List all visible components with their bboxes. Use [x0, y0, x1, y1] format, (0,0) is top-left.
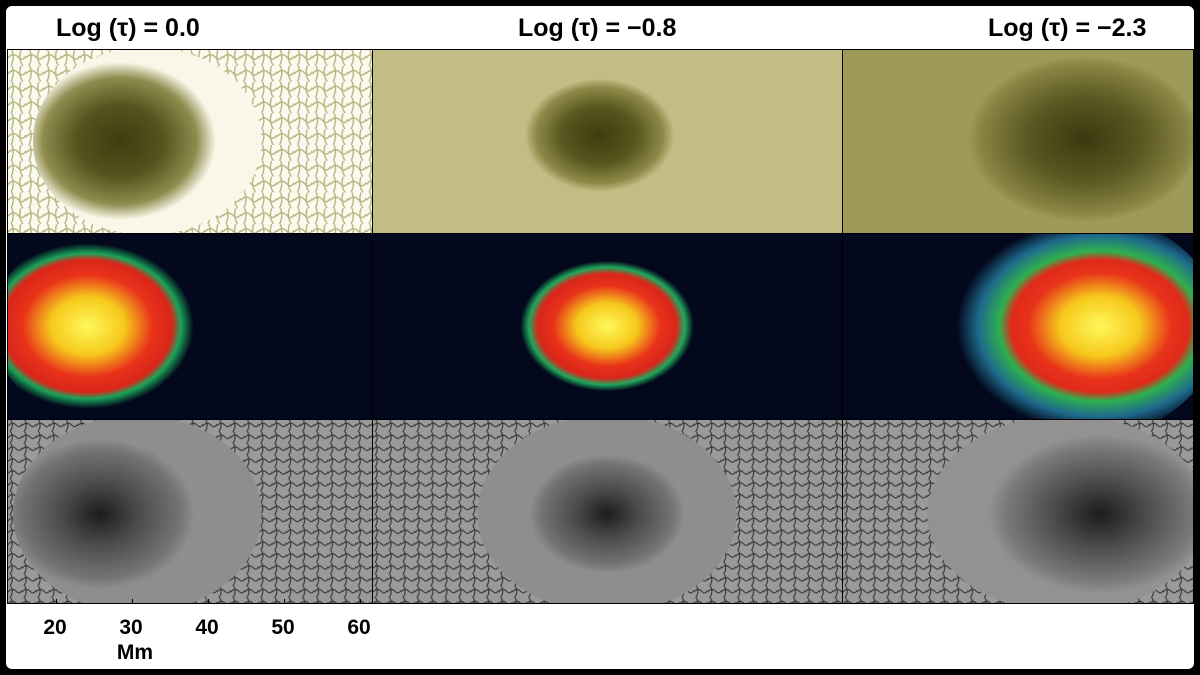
tick-mark [360, 599, 361, 604]
figure-frame: Log (τ) = 0.0 Log (τ) = −0.8 Log (τ) = −… [6, 6, 1194, 669]
x-tick-label: 50 [271, 616, 295, 639]
panel-row1-col1 [7, 49, 373, 234]
panel-row2-col2 [372, 233, 843, 420]
tick-mark [208, 599, 209, 604]
column-title-logtau-m08: Log (τ) = −0.8 [518, 14, 677, 42]
gray-image-logtau-m23 [843, 420, 1193, 603]
panel-row1-col2 [372, 49, 843, 234]
column-title-logtau-m23: Log (τ) = −2.3 [988, 14, 1147, 42]
field-image-logtau-m08 [373, 234, 842, 419]
panel-row2-col3 [842, 233, 1194, 420]
panel-row3-col1 [7, 419, 373, 604]
x-tick-label: 40 [195, 616, 219, 639]
panel-row2-col1 [7, 233, 373, 420]
intensity-image-logtau-m08 [373, 50, 842, 233]
x-tick-label: 60 [347, 616, 371, 639]
field-image-logtau-m23 [843, 234, 1193, 419]
x-tick-label: 30 [119, 616, 143, 639]
intensity-image-logtau-m23 [843, 50, 1193, 233]
field-image-logtau-0 [8, 234, 372, 419]
tick-mark [132, 599, 133, 604]
tick-mark [284, 599, 285, 604]
x-tick-label: 20 [43, 616, 67, 639]
panel-row3-col2 [372, 419, 843, 604]
panel-row3-col3 [842, 419, 1194, 604]
tick-mark [56, 599, 57, 604]
panel-row1-col3 [842, 49, 1194, 234]
column-title-logtau-0: Log (τ) = 0.0 [56, 14, 200, 42]
gray-image-logtau-m08 [373, 420, 842, 603]
x-axis-unit: Mm [116, 641, 154, 664]
intensity-image-logtau-0 [8, 50, 372, 233]
gray-image-logtau-0 [8, 420, 372, 603]
